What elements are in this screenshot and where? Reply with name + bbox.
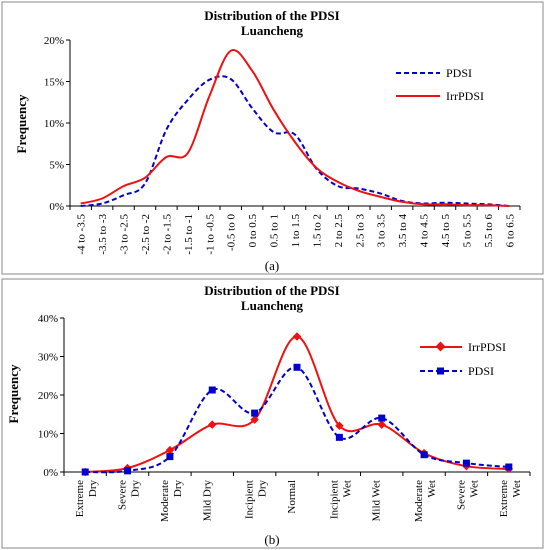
data-point-pdsi [293,363,301,371]
x-tick-label: Incipient [244,480,256,519]
x-tick-label: Dry [257,480,269,498]
x-tick-label: Dry [130,480,142,498]
x-tick-label: 2 to 2.5 [333,214,345,248]
y-tick-label: 40% [38,313,58,325]
series-line-irrpdsi [85,335,509,473]
x-tick-label: Mild Wet [371,480,383,521]
x-tick-label: Dry [172,480,184,498]
panel-b-caption: (b) [264,532,279,547]
x-tick-label: 4.5 to 5 [440,214,452,248]
chart-a-ylabel: Frequency [14,94,29,153]
data-point-pdsi [124,467,132,475]
data-point-pdsi [166,453,174,461]
legend-a-pdsi-label: PDSI [446,66,472,80]
x-tick-label: -1 to -0.5 [204,214,216,255]
chart-b-title: Distribution of the PDSI [204,283,339,298]
y-tick-label: 20% [38,390,58,402]
data-point-pdsi [378,414,386,422]
y-tick-label: 0% [43,467,58,479]
data-point-pdsi [251,409,259,417]
x-tick-label: -0.5 to 0 [226,214,238,251]
panel-a-caption: (a) [265,258,279,273]
x-tick-label: Wet [341,480,353,497]
y-tick-label: 10% [38,429,58,441]
x-tick-label: 5 to 5.5 [461,214,473,248]
data-point-pdsi [420,451,428,459]
x-tick-label: Severe [456,480,468,510]
legend-b-pdsi-label: PDSI [468,364,494,378]
data-point-pdsi [505,463,513,471]
y-tick-label: 0% [49,201,64,213]
x-tick-label: Severe [117,480,129,510]
data-point-irrpdsi [250,415,259,424]
x-tick-label: Wet [511,480,523,497]
x-tick-label: Moderate [413,480,425,522]
panel-b-frame [1,278,544,549]
chart-a-title: Distribution of the PDSI [204,8,339,23]
x-tick-label: 4 to 4.5 [419,214,431,248]
x-tick-label: 5.5 to 6 [483,214,495,248]
x-tick-label: -2 to -1.5 [161,214,173,255]
x-tick-label: Normal [286,480,298,514]
x-tick-label: 0.5 to 1 [269,214,281,247]
data-point-pdsi [462,459,470,467]
data-point-irrpdsi [292,332,302,341]
chart-a-legend: PDSI IrrPDSI [396,66,484,103]
x-tick-label: Wet [426,480,438,497]
panel-b: Distribution of the PDSI Luancheng Frequ… [1,278,544,549]
data-point-pdsi [208,386,216,394]
x-tick-label: -1.5 to -1 [183,214,195,255]
chart-a-subtitle: Luancheng [241,23,304,38]
y-tick-label: 20% [44,35,64,47]
x-tick-label: Wet [469,480,481,497]
x-tick-label: 3.5 to 4 [397,214,409,248]
x-tick-label: 0 to 0.5 [247,214,259,248]
data-point-pdsi [81,468,89,476]
y-tick-label: 30% [38,352,58,364]
x-tick-label: Mild Dry [201,480,213,522]
legend-b-irrpdsi-label: IrrPDSI [468,340,506,354]
x-tick-label: -3 to -2.5 [119,214,131,255]
x-tick-label: 1.5 to 2 [311,214,323,247]
data-point-irrpdsi [377,420,386,429]
x-tick-label: Extreme [74,480,86,517]
x-tick-label: 2.5 to 3 [354,214,366,248]
x-tick-label: Dry [87,480,99,498]
legend-b-pdsi-marker [437,367,444,375]
data-point-irrpdsi [208,420,217,429]
legend-b-irrpdsi-marker [435,341,446,352]
data-point-pdsi [335,433,343,441]
x-tick-label: -2.5 to -2 [140,214,152,255]
series-line-pdsi [80,75,510,207]
x-tick-label: 3 to 3.5 [376,214,388,248]
x-tick-label: Extreme [498,480,510,517]
x-tick-label: 1 to 1.5 [290,214,302,248]
panel-a: Distribution of the PDSI Luancheng Frequ… [1,1,544,275]
chart-b-legend: IrrPDSI PDSI [420,340,506,378]
data-point-irrpdsi [165,445,175,455]
chart-b-plot: 0%10%20%30%40%Extreme Dry Severe Dry Moderat… [38,313,531,522]
y-tick-label: 10% [44,118,64,130]
x-tick-label: -3.5 to -3 [97,214,109,255]
y-tick-label: 5% [49,160,64,172]
chart-a-plot: 0% 5% 10% 15% 20% -4 to -3.5 -3.5 to -3 -3 to -… [44,35,521,255]
y-tick-label: 15% [44,77,64,89]
chart-b-ylabel: Frequency [6,364,21,423]
chart-b-subtitle: Luancheng [241,298,304,313]
x-tick-label: Moderate [159,480,171,522]
x-tick-label: 6 to 6.5 [504,214,516,248]
series-line-pdsi [85,366,509,474]
series-line-irrpdsi [80,49,510,207]
x-tick-label: Incipient [328,480,340,519]
legend-a-irrpdsi-label: IrrPDSI [446,89,484,103]
x-tick-label: -4 to -3.5 [76,214,88,255]
panel-a-frame [1,1,544,275]
